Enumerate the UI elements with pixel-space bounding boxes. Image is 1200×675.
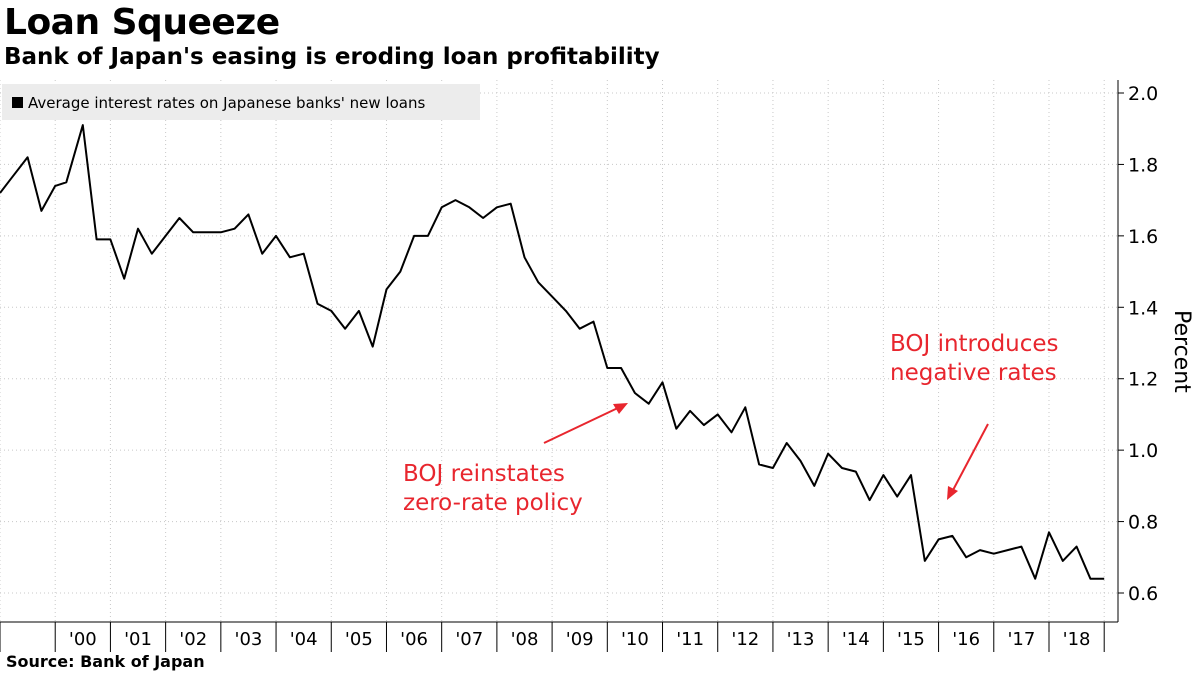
y-tick-label: 1.6: [1128, 226, 1158, 248]
legend-label: Average interest rates on Japanese banks…: [28, 94, 425, 112]
y-tick-label: 1.8: [1128, 154, 1158, 176]
y-tick-label: 1.2: [1128, 369, 1158, 391]
series-line-loan-rates: [0, 124, 1105, 580]
annotation-zero-rate-line2: zero-rate policy: [403, 490, 583, 516]
arrow-negative-rates: [951, 423, 989, 493]
x-tick-label: '04: [290, 629, 318, 650]
x-tick-label: '14: [842, 629, 870, 650]
x-tick-label: '06: [400, 629, 428, 650]
y-axis: 0.6 0.8 1.0 1.2 1.4 1.6 1.8 2.0: [1117, 80, 1158, 622]
y-axis-label: Percent: [1169, 310, 1194, 393]
legend-swatch: [12, 97, 23, 108]
x-tick-label: '03: [235, 629, 263, 650]
arrowhead-negative-rates: [947, 486, 958, 500]
x-tick-label: '00: [69, 629, 97, 650]
chart-subtitle: Bank of Japan's easing is eroding loan p…: [4, 44, 660, 70]
x-tick-label: '15: [897, 629, 925, 650]
source-note: Source: Bank of Japan: [6, 652, 205, 671]
x-tick-label: '02: [179, 629, 207, 650]
x-tick-label: '09: [566, 629, 594, 650]
annotation-negative-rates-line2: negative rates: [890, 360, 1057, 386]
arrow-zero-rate: [543, 405, 623, 444]
y-tick-label: 2.0: [1128, 83, 1158, 105]
y-tick-label: 1.0: [1128, 440, 1158, 462]
annotation-negative-rates-line1: BOJ introduces: [890, 331, 1059, 357]
x-tick-label: '17: [1007, 629, 1035, 650]
chart-title: Loan Squeeze: [4, 2, 280, 43]
series-group: [0, 124, 1105, 580]
legend-background: [2, 84, 480, 120]
x-tick-label: '01: [124, 629, 152, 650]
x-tick-label: '11: [676, 629, 704, 650]
annotations: BOJ reinstates zero-rate policy BOJ intr…: [403, 331, 1059, 516]
y-tick-label: 0.6: [1128, 583, 1158, 605]
x-tick-label: '07: [455, 629, 483, 650]
x-tick-label: '18: [1063, 629, 1091, 650]
x-tick-label: '16: [952, 629, 980, 650]
x-tick-label: '08: [511, 629, 539, 650]
x-tick-label: '12: [731, 629, 759, 650]
y-tick-label: 1.4: [1128, 297, 1158, 319]
x-tick-label: '13: [787, 629, 815, 650]
x-tick-label: '05: [345, 629, 373, 650]
arrowhead-zero-rate: [613, 403, 628, 414]
x-tick-label: '10: [621, 629, 649, 650]
legend: Average interest rates on Japanese banks…: [2, 84, 480, 120]
y-tick-label: 0.8: [1128, 512, 1158, 534]
annotation-zero-rate-line1: BOJ reinstates: [403, 461, 565, 487]
x-axis: '00 '01 '02 '03 '04 '05 '06 '07 '08 '09 '10 '11 '12 '…: [0, 621, 1118, 652]
